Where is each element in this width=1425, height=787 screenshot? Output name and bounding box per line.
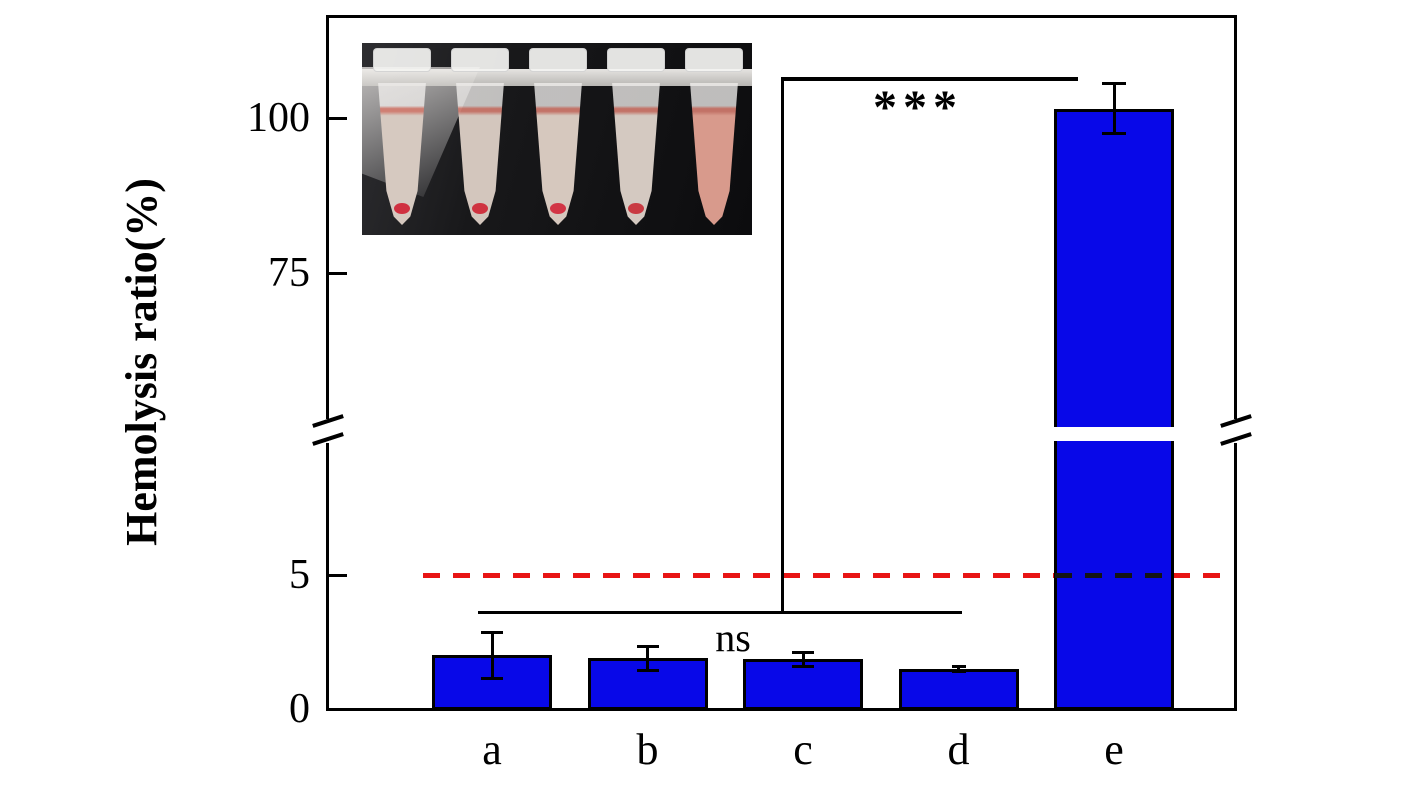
y-tick-label: 100 bbox=[247, 95, 310, 141]
threshold-dashes-over-bar bbox=[1055, 572, 1173, 578]
error-bar-b bbox=[646, 646, 649, 671]
bar-d bbox=[898, 668, 1019, 710]
y-tick-label: 0 bbox=[289, 686, 310, 732]
ns-bracket-line bbox=[478, 611, 962, 614]
tube-cap bbox=[451, 48, 509, 72]
error-bar-c bbox=[801, 652, 805, 667]
tube-pellet bbox=[550, 203, 566, 214]
right-border-upper-segment bbox=[1234, 15, 1237, 419]
error-bar-a bbox=[490, 632, 494, 679]
error-bar-cap bbox=[1102, 82, 1126, 86]
inset-photo bbox=[362, 43, 752, 235]
error-bar-cap bbox=[636, 644, 659, 648]
x-label-c: c bbox=[793, 725, 813, 774]
y-tick-mark bbox=[329, 707, 347, 711]
plot-border-top bbox=[326, 15, 1237, 18]
y-tick-label: 75 bbox=[268, 250, 310, 296]
error-bar-d bbox=[957, 666, 960, 672]
error-bar-cap bbox=[481, 676, 503, 680]
tube-pellet bbox=[628, 203, 644, 214]
error-bar-cap bbox=[792, 664, 814, 668]
sig-bracket-vertical-line bbox=[781, 77, 784, 614]
y-tick-mark bbox=[329, 271, 347, 275]
error-bar-cap bbox=[1102, 132, 1126, 135]
threshold-dashed-line bbox=[423, 572, 1233, 578]
x-label-a: a bbox=[482, 725, 502, 774]
error-bar-cap bbox=[951, 664, 966, 668]
bar-e bbox=[1054, 108, 1174, 710]
x-label-d: d bbox=[947, 725, 970, 774]
y-axis-title: Hemolysis ratio(%) bbox=[117, 178, 166, 546]
tube-pellet bbox=[394, 203, 410, 214]
y-axis-upper-segment bbox=[326, 15, 329, 419]
right-border-lower-segment bbox=[1234, 443, 1237, 711]
x-label-b: b bbox=[636, 725, 659, 774]
ns-annotation: ns bbox=[715, 615, 751, 660]
error-bar-e bbox=[1112, 83, 1116, 134]
tube-cap bbox=[373, 48, 431, 72]
sig-annotation: *** bbox=[873, 81, 963, 134]
tube-cap bbox=[685, 48, 743, 72]
bar-break-gap bbox=[1052, 427, 1176, 441]
y-tick-mark bbox=[329, 573, 347, 577]
tube-body bbox=[690, 83, 738, 225]
tube-pellet bbox=[472, 203, 488, 214]
y-axis-lower-segment bbox=[326, 443, 329, 711]
tube-rack bbox=[362, 69, 752, 86]
sig-bracket-top-line bbox=[781, 77, 1078, 81]
y-tick-mark bbox=[329, 116, 347, 120]
error-bar-cap bbox=[792, 651, 814, 655]
y-tick-label: 5 bbox=[289, 552, 310, 598]
tube-cap bbox=[607, 48, 665, 72]
x-label-e: e bbox=[1104, 725, 1124, 774]
error-bar-cap bbox=[951, 669, 966, 673]
error-bar-cap bbox=[636, 668, 659, 672]
error-bar-cap bbox=[481, 631, 503, 635]
tube-cap bbox=[529, 48, 587, 72]
